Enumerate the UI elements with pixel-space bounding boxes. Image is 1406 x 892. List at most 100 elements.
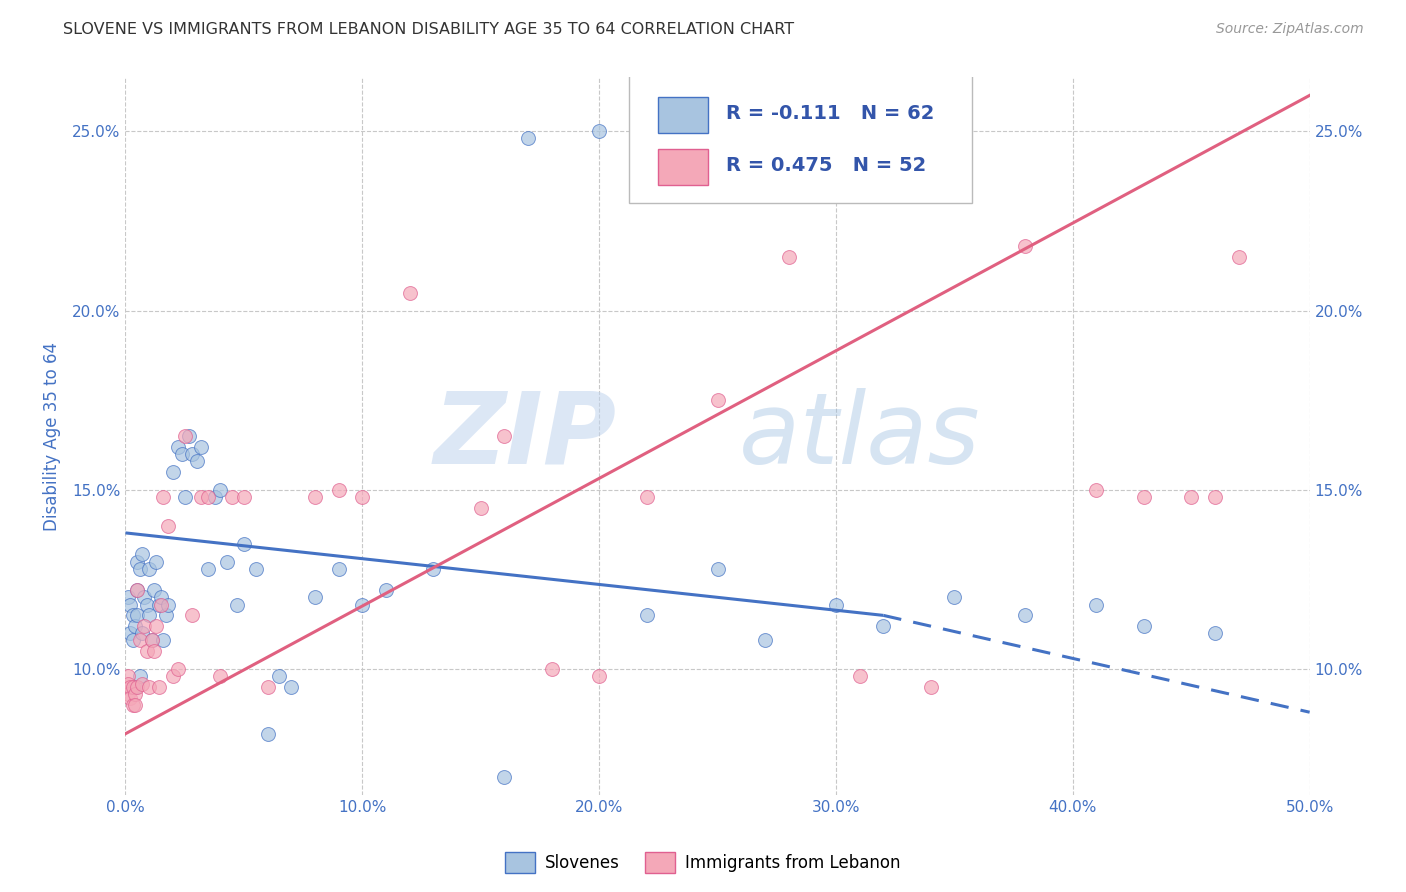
Point [1180,490,1202,504]
Point [173,429,195,443]
Point [328,562,350,576]
Point [1133,619,1156,633]
Point [398,285,420,300]
Point [124,680,146,694]
Point [142,644,165,658]
Point [352,490,374,504]
Text: Source: ZipAtlas.com: Source: ZipAtlas.com [1216,22,1364,37]
Bar [658,149,709,185]
Point [145,555,167,569]
Point [131,676,153,690]
Point [127,555,149,569]
Point [157,518,180,533]
Point [280,680,302,694]
Point [1085,483,1108,497]
Point [138,608,160,623]
Point [204,490,226,504]
Point [124,698,146,712]
Point [179,429,201,443]
Point [256,727,278,741]
Point [127,583,149,598]
Point [190,440,212,454]
Point [138,562,160,576]
Point [217,555,239,569]
Point [269,669,291,683]
Point [494,770,516,784]
Point [145,619,167,633]
Point [1133,490,1156,504]
Point [180,608,202,623]
Point [190,490,212,504]
Point [120,598,142,612]
Point [135,598,157,612]
Point [920,680,942,694]
Point [121,698,143,712]
Point [117,676,139,690]
Point [120,690,142,705]
Point [540,662,562,676]
Point [127,608,149,623]
Point [825,598,848,612]
Point [131,626,153,640]
Point [141,633,163,648]
Point [150,598,173,612]
Point [120,626,142,640]
Point [162,465,184,479]
Text: R = -0.111   N = 62: R = -0.111 N = 62 [725,103,934,123]
Point [180,447,202,461]
Y-axis label: Disability Age 35 to 64: Disability Age 35 to 64 [44,342,60,531]
FancyBboxPatch shape [628,74,972,203]
Point [232,490,254,504]
Point [943,591,966,605]
Point [197,562,219,576]
Point [121,680,143,694]
Point [304,591,326,605]
Point [117,687,139,701]
Point [131,548,153,562]
Point [197,490,219,504]
Point [124,619,146,633]
Point [1014,239,1036,253]
Point [172,447,194,461]
Point [221,490,243,504]
Point [127,680,149,694]
Point [1085,598,1108,612]
Point [256,680,278,694]
Point [375,583,398,598]
Text: SLOVENE VS IMMIGRANTS FROM LEBANON DISABILITY AGE 35 TO 64 CORRELATION CHART: SLOVENE VS IMMIGRANTS FROM LEBANON DISAB… [63,22,794,37]
Point [232,536,254,550]
Point [117,591,139,605]
Point [754,633,776,648]
Point [848,669,870,683]
Point [134,619,156,633]
Point [1204,626,1226,640]
Point [148,680,170,694]
Point [138,680,160,694]
Point [209,669,232,683]
Point [141,633,163,648]
Point [1227,250,1250,264]
Point [166,440,188,454]
Point [209,483,232,497]
Point [134,591,156,605]
Text: R = 0.475   N = 52: R = 0.475 N = 52 [725,156,927,175]
Point [128,669,150,683]
Point [517,131,540,145]
Point [121,608,143,623]
Point [636,608,658,623]
Point [157,598,180,612]
Point [128,633,150,648]
Point [117,669,139,683]
Text: atlas: atlas [738,387,980,484]
Point [120,680,142,694]
Point [328,483,350,497]
Point [636,490,658,504]
Point [778,250,800,264]
Point [148,598,170,612]
Point [121,633,143,648]
Point [470,500,492,515]
Text: ZIP: ZIP [434,387,617,484]
Point [706,393,728,408]
Point [152,633,174,648]
Point [245,562,267,576]
